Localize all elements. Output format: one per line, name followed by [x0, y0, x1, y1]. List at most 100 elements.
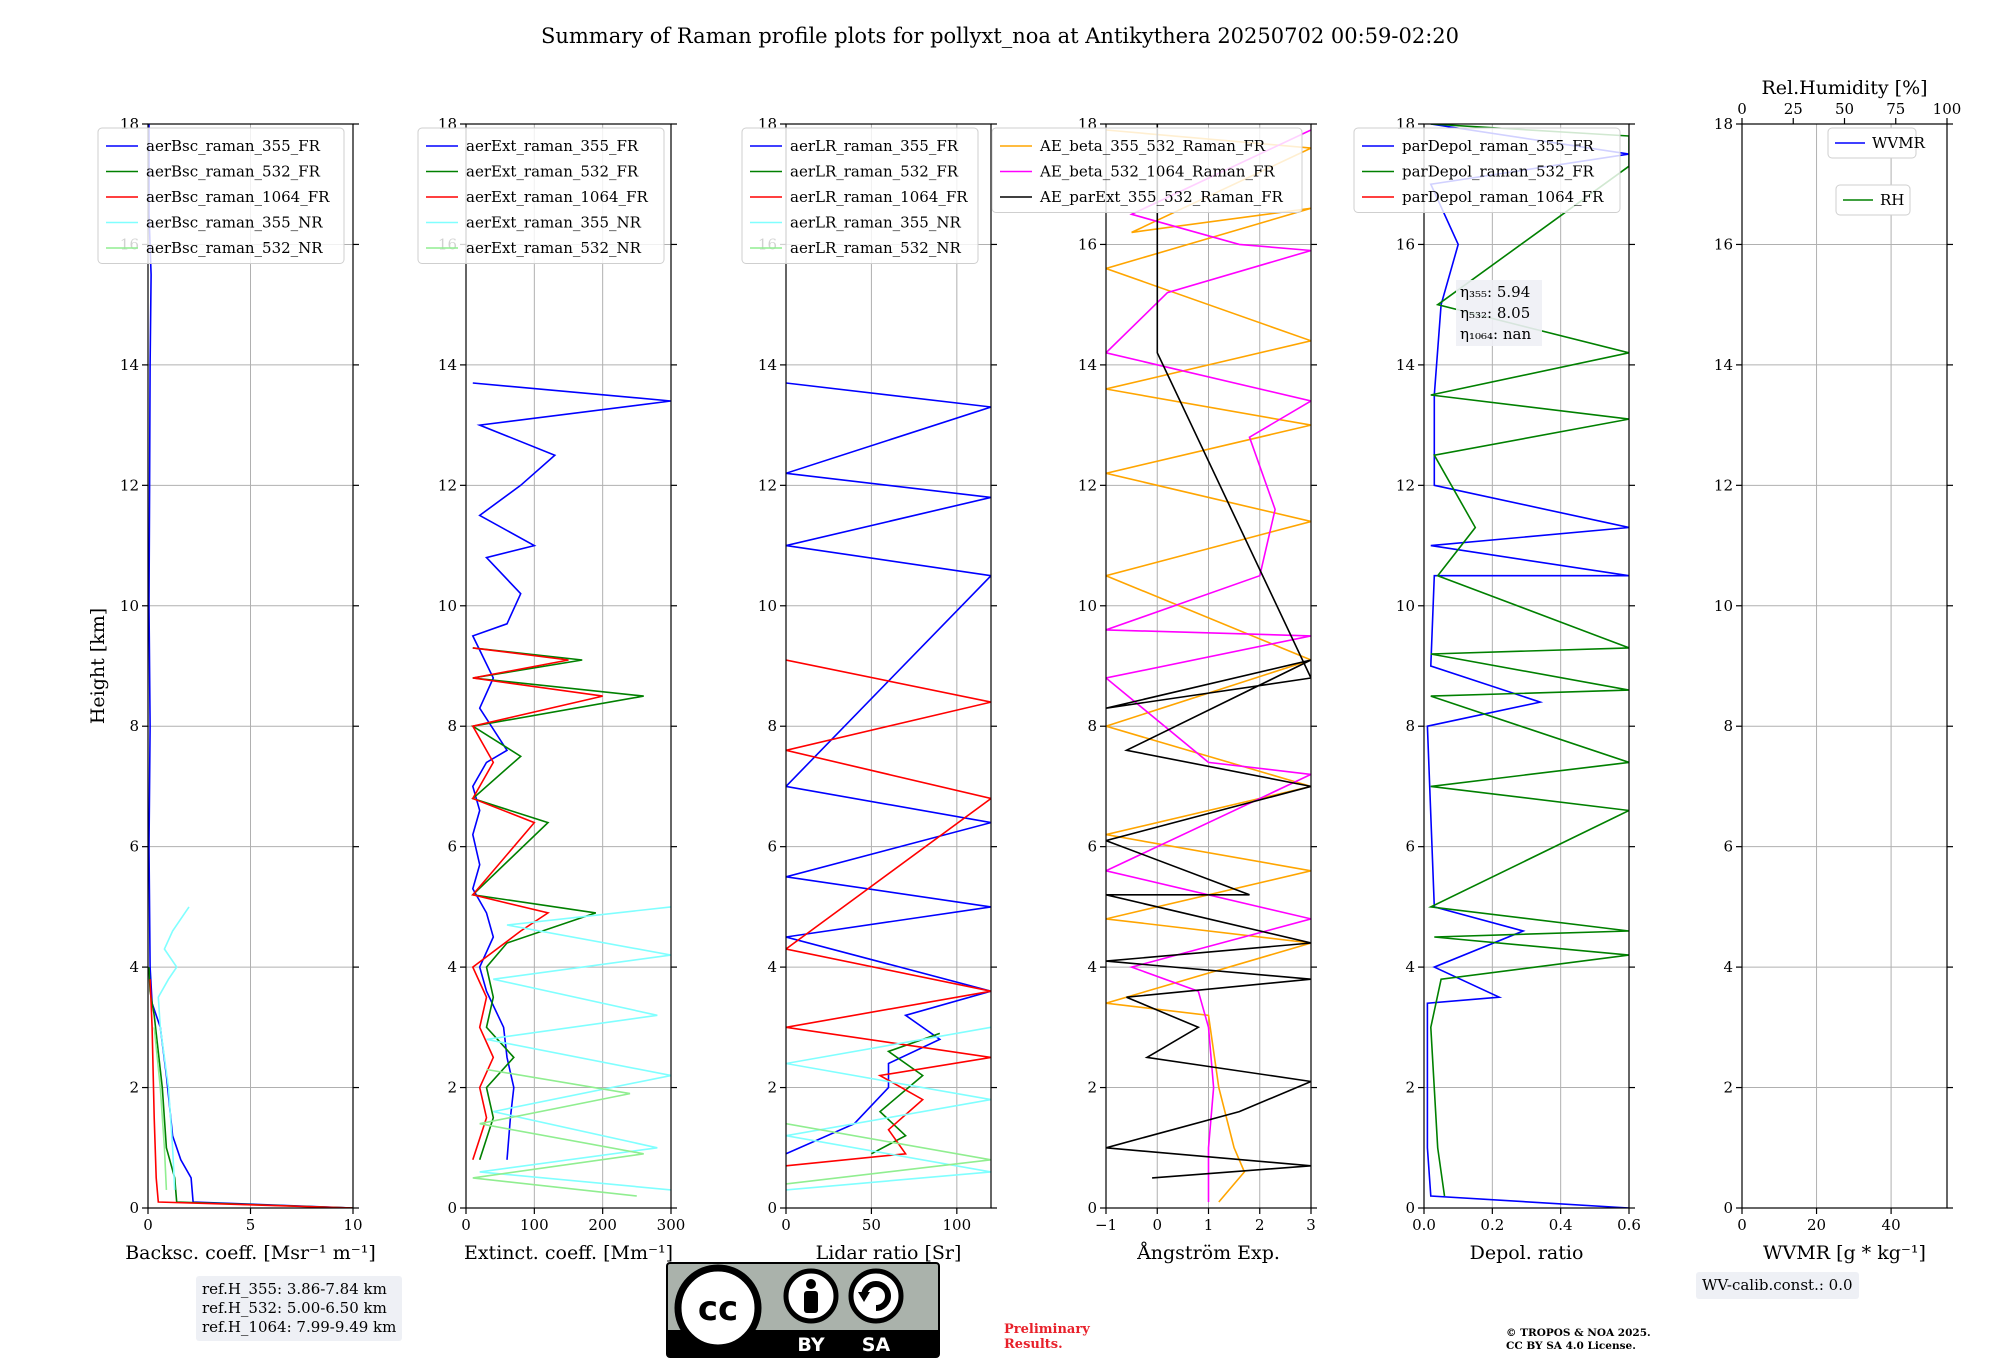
- legend-entry: AE_parExt_355_532_Raman_FR: [1039, 188, 1284, 206]
- legend: aerBsc_raman_355_FR aerBsc_raman_532_FRae…: [97, 127, 345, 264]
- series-line-aerLR_raman_532_NR: [786, 1122, 991, 1185]
- axes-frame: [465, 123, 672, 1209]
- panel-lidar-ratio: 024681012141618050100Lidar ratio [Sr]aer…: [741, 115, 997, 1264]
- y-tick-label: 12: [438, 476, 457, 494]
- y-tick-label: 6: [1087, 838, 1097, 856]
- series-line-aerBsc_raman_355_NR: [157, 906, 190, 1190]
- y-tick-label: 14: [1396, 356, 1415, 374]
- y-tick-label: 2: [447, 1079, 457, 1097]
- x-tick-label: 0.4: [1549, 1216, 1573, 1234]
- y-tick-label: 10: [1714, 597, 1733, 615]
- y-tick-label: 2: [129, 1079, 139, 1097]
- legend-entry: AE_beta_355_532_Raman_FR: [1039, 137, 1266, 155]
- legend-box: [97, 127, 345, 264]
- y-tick-label: 6: [129, 838, 139, 856]
- legend-entry: parDepol_raman_355_FR: [1402, 137, 1595, 155]
- y-tick-label: 12: [758, 476, 777, 494]
- series-line-aerExt_raman_532_NR: [472, 1068, 644, 1197]
- legend-entry: aerBsc_raman_532_FR: [146, 163, 321, 181]
- x-tick-label: 0: [1152, 1216, 1162, 1234]
- series-group: [470, 382, 671, 1197]
- series-line-aerBsc_raman_1064_FR: [149, 979, 353, 1208]
- x-tick-label: 10: [343, 1216, 362, 1234]
- x-axis-label: Lidar ratio [Sr]: [816, 1242, 962, 1264]
- y-tick-label: 6: [447, 838, 457, 856]
- legend-box: [1353, 127, 1621, 213]
- y-tick-label: 12: [1714, 476, 1733, 494]
- y-tick-label: 16: [1714, 235, 1733, 253]
- y-tick-label: 12: [120, 476, 139, 494]
- legend-entry: aerBsc_raman_532_NR: [146, 239, 323, 257]
- x-tick-label: 0.6: [1617, 1216, 1641, 1234]
- series-group: [786, 382, 991, 1191]
- x-tick-label: 3: [1306, 1216, 1316, 1234]
- y-tick-label: 4: [129, 958, 139, 976]
- eta-annotation-box: [1456, 280, 1542, 346]
- x-tick-label: 100: [520, 1216, 549, 1234]
- series-line-aerExt_raman_355_NR: [479, 906, 671, 1191]
- reference-height-box: ref.H_355: 3.86-7.84 km ref.H_532: 5.00-…: [196, 1276, 403, 1341]
- series-line-aerLR_raman_355_NR: [786, 1026, 991, 1191]
- y-tick-label: 8: [1087, 717, 1097, 735]
- ref-height-532: ref.H_532: 5.00-6.50 km: [202, 1299, 387, 1317]
- by-person-body-icon: [804, 1291, 818, 1313]
- top-x-tick-label: 25: [1784, 100, 1803, 118]
- legend-entry: aerBsc_raman_355_FR: [146, 137, 321, 155]
- preliminary-line-2: Results.: [1004, 1337, 1063, 1352]
- sa-circle-icon: [848, 1268, 904, 1324]
- series-line-aerExt_raman_1064_FR: [471, 647, 603, 1161]
- y-tick-label: 6: [767, 838, 777, 856]
- x-axis-label: Extinct. coeff. [Mm⁻¹]: [464, 1242, 673, 1264]
- cc-circle-icon: [674, 1264, 762, 1352]
- legend-entry: WVMR: [1872, 134, 1926, 152]
- y-tick-label: 0: [129, 1199, 139, 1217]
- x-axis-label: Depol. ratio: [1470, 1242, 1584, 1264]
- by-person-head-icon: [806, 1279, 816, 1289]
- y-tick-label: 8: [129, 717, 139, 735]
- y-tick-label: 14: [758, 356, 777, 374]
- y-tick-label: 4: [1405, 958, 1415, 976]
- y-tick-label: 6: [1723, 838, 1733, 856]
- x-tick-label: 2: [1255, 1216, 1265, 1234]
- series-line-aerLR_raman_532_FR: [871, 1032, 941, 1155]
- series-line-aerBsc_raman_355_FR: [148, 124, 353, 1208]
- top-x-tick-label: 0: [1737, 100, 1747, 118]
- series-line-parDepol_raman_355_FR: [1426, 124, 1629, 1208]
- y-tick-label: 12: [1078, 476, 1097, 494]
- x-tick-label: 50: [862, 1216, 881, 1234]
- figure-title: Summary of Raman profile plots for polly…: [541, 24, 1459, 48]
- y-tick-label: 10: [438, 597, 457, 615]
- legend-box: [1827, 127, 1917, 159]
- series-line-aerLR_raman_355_FR: [786, 382, 991, 1155]
- x-tick-label: 20: [1807, 1216, 1826, 1234]
- legend-entry: aerExt_raman_355_FR: [466, 137, 639, 155]
- x-tick-label: −1: [1095, 1216, 1117, 1234]
- y-tick-label: 10: [1396, 597, 1415, 615]
- y-tick-label: 16: [1396, 235, 1415, 253]
- legend: aerLR_raman_355_FR aerLR_raman_532_FR aerL…: [741, 127, 979, 264]
- top-x-tick-label: 100: [1933, 100, 1962, 118]
- x-tick-label: 100: [943, 1216, 972, 1234]
- y-tick-label: 8: [1723, 717, 1733, 735]
- y-tick-label: 0: [1087, 1199, 1097, 1217]
- preliminary-results-note: Preliminary Results.: [1004, 1322, 1090, 1352]
- top-x-tick-label: 50: [1835, 100, 1854, 118]
- eta-annotation-line: η₃₅₅: 5.94: [1460, 283, 1530, 301]
- y-tick-label: 4: [767, 958, 777, 976]
- legend-entry: parDepol_raman_1064_FR: [1402, 188, 1604, 206]
- legend-entry: aerLR_raman_532_NR: [790, 239, 961, 257]
- wv-calib-box: WV-calib.const.: 0.0: [1696, 1272, 1859, 1299]
- x-tick-label: 0: [1737, 1216, 1747, 1234]
- copyright-line-2: CC BY SA 4.0 License.: [1506, 1340, 1636, 1352]
- legend-box: [741, 127, 979, 264]
- panel-backscatter: 0246810121416180510Backsc. coeff. [Msr⁻¹…: [87, 115, 376, 1264]
- x-tick-label: 0: [781, 1216, 791, 1234]
- x-tick-label: 0.2: [1480, 1216, 1504, 1234]
- y-tick-label: 4: [1723, 958, 1733, 976]
- x-axis-label: Backsc. coeff. [Msr⁻¹ m⁻¹]: [125, 1242, 376, 1264]
- y-tick-label: 8: [1405, 717, 1415, 735]
- legend-entry: aerLR_raman_1064_FR: [790, 188, 968, 206]
- y-tick-label: 18: [1714, 115, 1733, 133]
- legend-entry: aerExt_raman_1064_FR: [466, 188, 648, 206]
